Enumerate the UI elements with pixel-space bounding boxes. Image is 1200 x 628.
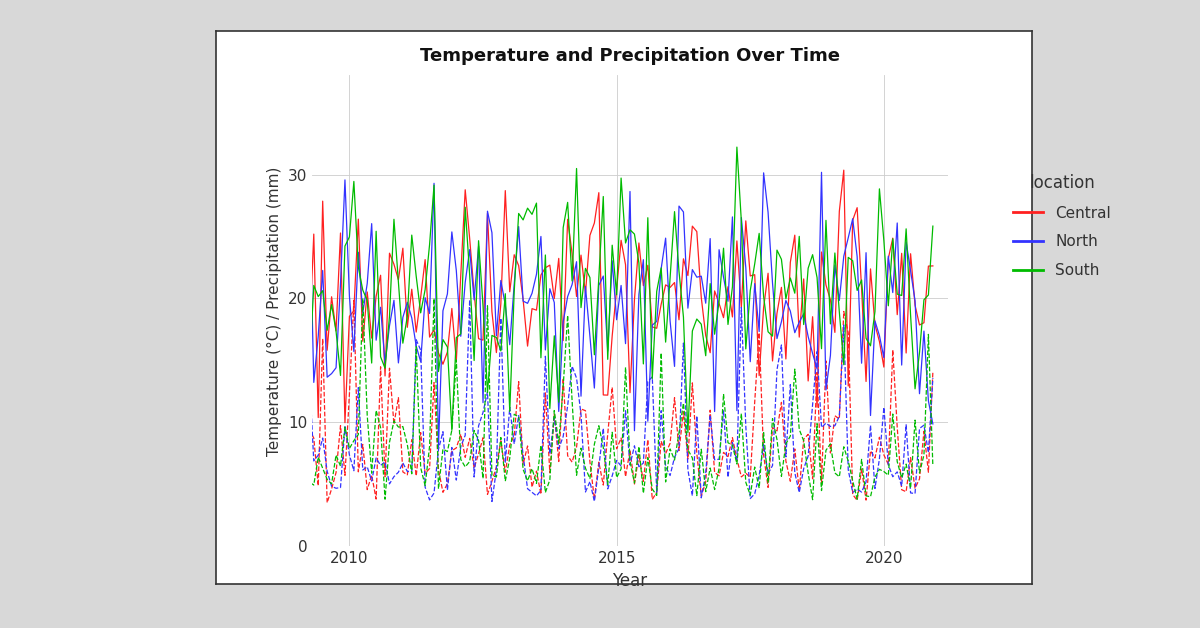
Title: Temperature and Precipitation Over Time: Temperature and Precipitation Over Time [420, 48, 840, 65]
Y-axis label: Temperature (°C) / Precipitation (mm): Temperature (°C) / Precipitation (mm) [268, 166, 282, 455]
X-axis label: Year: Year [612, 571, 648, 590]
Legend: Central, North, South: Central, North, South [1007, 168, 1117, 284]
